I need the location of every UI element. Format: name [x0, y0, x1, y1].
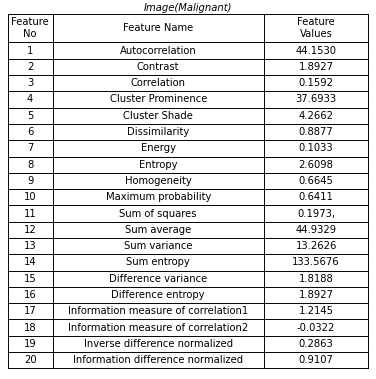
Text: 16: 16	[24, 290, 36, 300]
Text: 15: 15	[24, 274, 36, 284]
Text: Information measure of correlation2: Information measure of correlation2	[68, 323, 248, 333]
Text: 12: 12	[24, 225, 36, 235]
Text: Inverse difference normalized: Inverse difference normalized	[83, 339, 233, 349]
Text: 4.2662: 4.2662	[299, 111, 334, 121]
Text: 3: 3	[27, 78, 33, 88]
Text: 1.8927: 1.8927	[299, 290, 334, 300]
Text: 10: 10	[24, 192, 36, 202]
Text: 1.8927: 1.8927	[299, 62, 334, 72]
Text: Feature
No: Feature No	[11, 17, 49, 39]
Text: 17: 17	[24, 306, 36, 316]
Text: 14: 14	[24, 257, 36, 268]
Text: Cluster Shade: Cluster Shade	[123, 111, 193, 121]
Text: Entropy: Entropy	[139, 160, 177, 170]
Text: 44.1530: 44.1530	[296, 45, 337, 56]
Text: Sum variance: Sum variance	[124, 241, 193, 251]
Text: 13.2626: 13.2626	[296, 241, 337, 251]
Text: 0.2863: 0.2863	[299, 339, 334, 349]
Text: 1.2145: 1.2145	[299, 306, 334, 316]
Text: 0.1033: 0.1033	[299, 143, 334, 153]
Text: 8: 8	[27, 160, 33, 170]
Text: 0.6411: 0.6411	[299, 192, 334, 202]
Text: Dissimilarity: Dissimilarity	[127, 127, 190, 137]
Text: Autocorrelation: Autocorrelation	[120, 45, 197, 56]
Text: 20: 20	[24, 355, 36, 365]
Text: Correlation: Correlation	[131, 78, 186, 88]
Text: 0.6645: 0.6645	[299, 176, 334, 186]
Text: 9: 9	[27, 176, 33, 186]
Text: 11: 11	[24, 208, 36, 219]
Text: Information difference normalized: Information difference normalized	[73, 355, 243, 365]
Text: Feature
Values: Feature Values	[297, 17, 335, 39]
Text: Sum average: Sum average	[125, 225, 191, 235]
Text: 4: 4	[27, 94, 33, 105]
Text: Cluster Prominence: Cluster Prominence	[109, 94, 207, 105]
Text: 0.1973,: 0.1973,	[297, 208, 335, 219]
Text: 133.5676: 133.5676	[292, 257, 340, 268]
Text: Difference variance: Difference variance	[109, 274, 207, 284]
Text: Sum of squares: Sum of squares	[120, 208, 197, 219]
Text: 19: 19	[24, 339, 36, 349]
Text: 13: 13	[24, 241, 36, 251]
Text: Difference entropy: Difference entropy	[111, 290, 205, 300]
Text: 6: 6	[27, 127, 33, 137]
Text: Energy: Energy	[141, 143, 176, 153]
Text: 44.9329: 44.9329	[296, 225, 337, 235]
Text: 18: 18	[24, 323, 36, 333]
Text: Feature Name: Feature Name	[123, 23, 193, 33]
Text: 1: 1	[27, 45, 33, 56]
Text: Contrast: Contrast	[137, 62, 179, 72]
Text: Homogeneity: Homogeneity	[125, 176, 192, 186]
Text: Maximum probability: Maximum probability	[106, 192, 211, 202]
Text: 2: 2	[27, 62, 33, 72]
Text: 1.8188: 1.8188	[299, 274, 334, 284]
Text: 7: 7	[27, 143, 33, 153]
Text: 0.8877: 0.8877	[299, 127, 334, 137]
Text: Image(Malignant): Image(Malignant)	[144, 3, 232, 13]
Text: -0.0322: -0.0322	[297, 323, 335, 333]
Text: 0.1592: 0.1592	[299, 78, 334, 88]
Text: 0.9107: 0.9107	[299, 355, 334, 365]
Text: 5: 5	[27, 111, 33, 121]
Text: 2.6098: 2.6098	[299, 160, 334, 170]
Text: 37.6933: 37.6933	[296, 94, 337, 105]
Text: Sum entropy: Sum entropy	[126, 257, 190, 268]
Text: Information measure of correlation1: Information measure of correlation1	[68, 306, 248, 316]
